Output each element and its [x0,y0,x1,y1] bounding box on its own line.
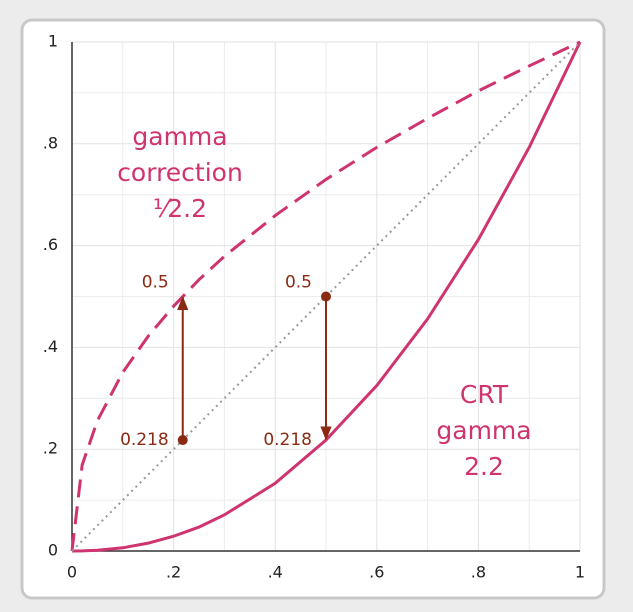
y-tick-label: 1 [48,32,58,51]
curve [71,41,582,553]
annotation-label: 0.218 [120,430,169,450]
curve-label: 2.2 [464,452,504,481]
y-tick-label: .8 [43,133,58,152]
point [177,435,188,446]
curve [70,40,581,552]
y-tick-label: .6 [43,235,58,254]
curve-label: CRT [460,380,509,409]
annotation-label: 0.5 [142,273,169,293]
curve-label: correction [117,158,243,187]
x-tick-label: 0 [67,563,77,582]
x-tick-label: 1 [575,563,585,582]
point [321,291,331,302]
x-tick-label: .2 [166,563,181,582]
x-tick-label: .8 [471,563,486,582]
curve-label: gamma [132,122,227,151]
y-tick-label: 0 [48,541,58,560]
annotation-label: 0.218 [263,430,312,450]
y-tick-label: .4 [43,337,58,356]
x-tick-label: .6 [369,563,384,582]
curve-label: ¹⁄2.2 [153,194,207,223]
x-tick-label: .4 [268,563,283,582]
curve-label: gamma [436,416,531,445]
panel [20,18,606,600]
annotation-label: 0.5 [285,273,312,293]
y-tick-label: .2 [43,439,58,458]
